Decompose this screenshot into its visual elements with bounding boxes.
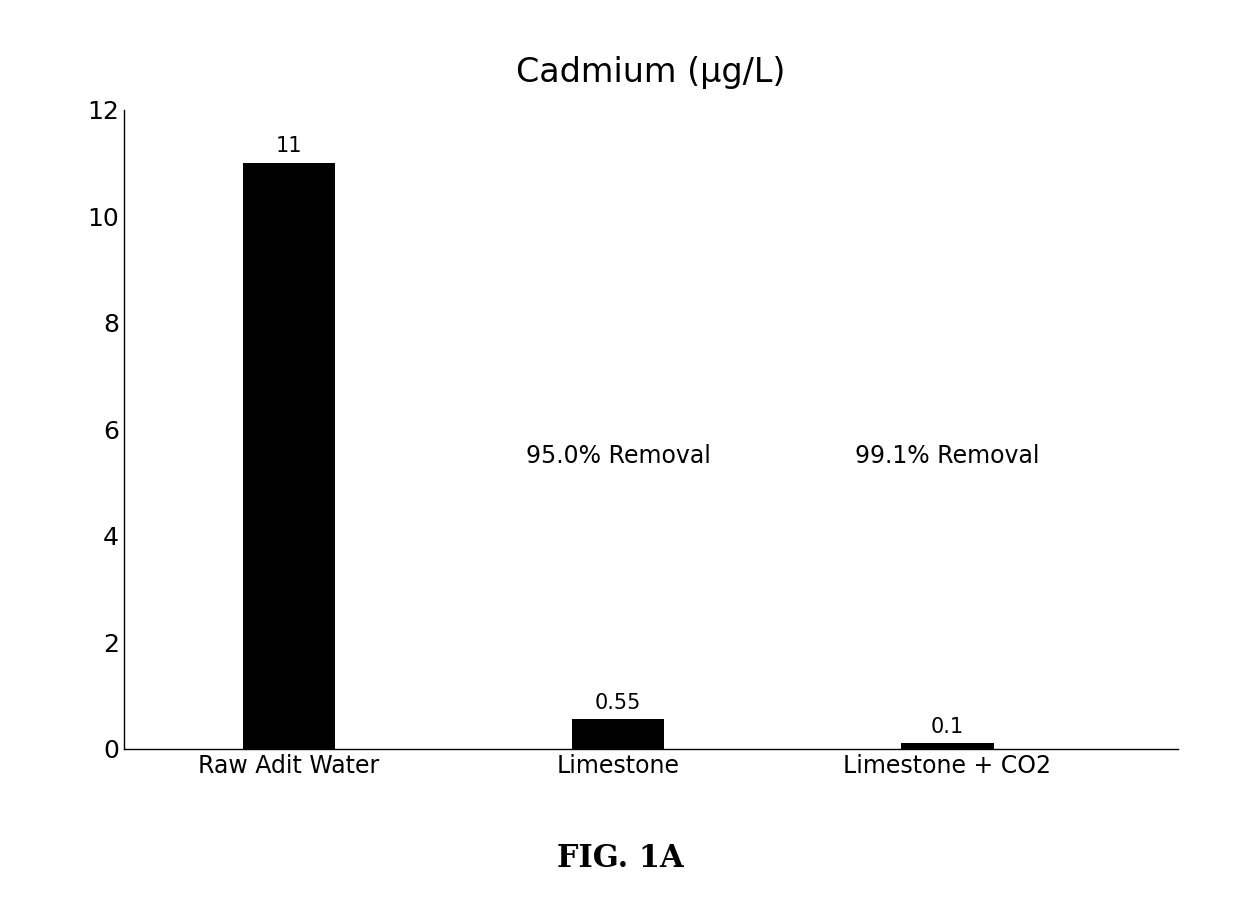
Bar [243,163,335,749]
Text: 99.1% Removal: 99.1% Removal [856,444,1039,467]
Text: FIG. 1A: FIG. 1A [557,843,683,874]
Text: 95.0% Removal: 95.0% Removal [526,444,711,467]
Bar [572,719,665,749]
Title: Cadmium (μg/L): Cadmium (μg/L) [516,56,786,89]
Text: 0.1: 0.1 [931,717,963,737]
Text: 11: 11 [275,136,301,156]
Bar [901,743,993,749]
Text: 0.55: 0.55 [595,693,641,713]
